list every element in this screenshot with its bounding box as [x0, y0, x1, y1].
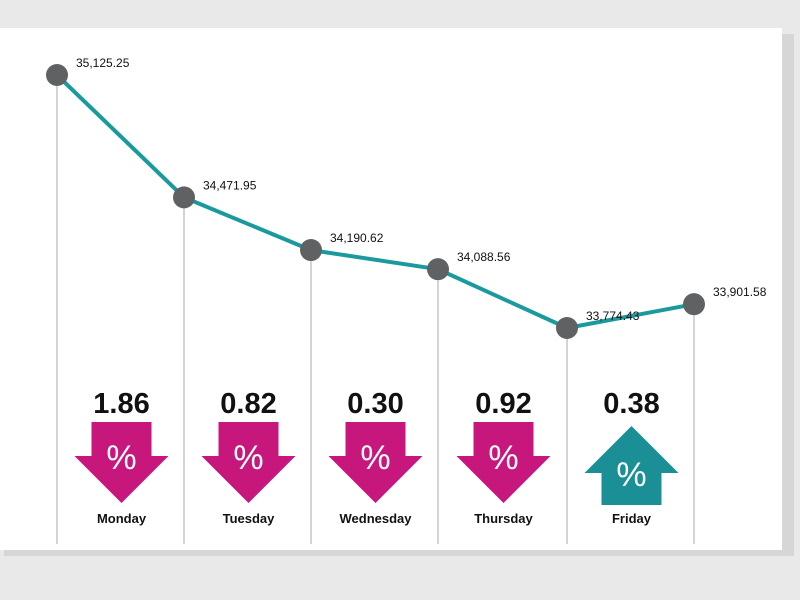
percent-change-label: 0.38 [603, 388, 659, 420]
percent-sign: % [616, 456, 646, 494]
value-label: 35,125.25 [76, 56, 130, 70]
down-arrow-icon [74, 422, 169, 503]
percent-sign: % [360, 439, 390, 477]
percent-change-label: 1.86 [93, 388, 149, 420]
daily-change-panels: 1.86% Monday 0.82% Tuesday 0.30% Wednesday 0.9… [74, 388, 679, 526]
percent-sign: % [106, 439, 136, 477]
value-label: 34,190.62 [330, 231, 384, 245]
data-points [46, 64, 705, 339]
day-label: Wednesday [339, 511, 412, 526]
daily-change-panel: 0.92% Thursday [456, 388, 551, 526]
data-point [556, 317, 578, 339]
value-label: 33,901.58 [713, 285, 767, 299]
daily-change-panel: 0.82% Tuesday [201, 388, 296, 526]
percent-change-label: 0.30 [347, 388, 403, 420]
data-point [173, 186, 195, 209]
grid-lines [56, 75, 695, 544]
day-label: Tuesday [223, 511, 276, 526]
data-point [427, 258, 449, 281]
data-point [300, 239, 322, 262]
down-arrow-icon [201, 422, 296, 503]
daily-change-panel: 1.86% Monday [74, 388, 169, 526]
value-labels: 35,125.25 34,471.95 34,190.62 34,088.56 33,7… [76, 56, 767, 323]
value-label: 34,088.56 [457, 250, 511, 264]
value-label: 34,471.95 [203, 178, 257, 192]
percent-change-label: 0.92 [475, 388, 531, 420]
daily-change-panel: 0.30% Wednesday [328, 388, 423, 526]
daily-change-panel: 0.38% Friday [584, 388, 679, 526]
data-point [683, 293, 705, 316]
percent-sign: % [488, 439, 518, 477]
day-label: Monday [97, 511, 147, 526]
percent-change-label: 0.82 [220, 388, 276, 420]
down-arrow-icon [456, 422, 551, 503]
day-label: Thursday [474, 511, 533, 526]
series-line [55, 73, 696, 330]
down-arrow-icon [328, 422, 423, 503]
data-point [46, 64, 68, 86]
up-arrow-icon [584, 426, 679, 505]
value-label: 33,774.43 [586, 309, 640, 323]
percent-sign: % [233, 439, 263, 477]
day-label: Friday [612, 511, 652, 526]
